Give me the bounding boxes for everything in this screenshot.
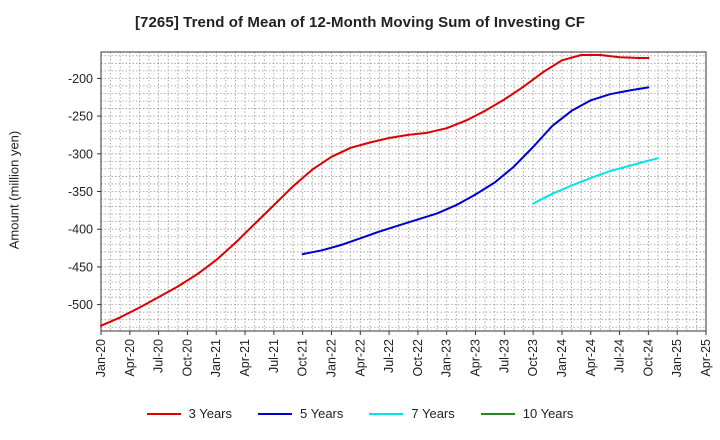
x-tick-label: Apr-23 [469, 339, 483, 377]
x-tick-label: Jan-21 [209, 339, 223, 377]
x-tick-label: Jul-22 [382, 339, 396, 373]
legend-item-5-years: 5 Years [258, 406, 343, 421]
legend-swatch-10-years [480, 412, 515, 415]
y-tick-label: -400 [68, 223, 93, 237]
legend-label-3-years: 3 Years [188, 406, 232, 421]
legend-swatch-7-years [369, 412, 404, 415]
x-tick-label: Jan-23 [440, 339, 454, 377]
series-line-7-years [532, 157, 659, 205]
x-tick-label: Apr-25 [699, 339, 713, 377]
y-tick-label: -450 [68, 260, 93, 274]
x-tick-label: Apr-22 [353, 339, 367, 377]
legend-item-7-years: 7 Years [369, 406, 455, 421]
legend: 3 Years 5 Years 7 Years 10 Years [0, 406, 720, 421]
x-tick-label: Apr-24 [584, 339, 598, 377]
x-tick-label: Jan-25 [670, 339, 684, 377]
x-tick-label: Jan-22 [324, 339, 338, 377]
chart-title: [7265] Trend of Mean of 12-Month Moving … [134, 14, 586, 31]
legend-swatch-5-years [258, 412, 292, 415]
y-tick-label: -250 [68, 110, 93, 124]
y-tick-label: -350 [68, 185, 93, 199]
x-tick-label: Jul-20 [152, 339, 166, 373]
x-tick-label: Apr-20 [123, 339, 137, 377]
x-tick-label: Jan-24 [555, 339, 569, 377]
legend-label-7-years: 7 Years [411, 406, 455, 421]
x-tick-label: Oct-24 [641, 339, 655, 377]
legend-label-10-years: 10 Years [522, 406, 574, 421]
legend-item-3-years: 3 Years [146, 406, 232, 421]
y-tick-label: -200 [68, 72, 93, 86]
series-line-5-years [301, 86, 650, 256]
y-tick-label: -500 [68, 298, 93, 312]
x-tick-label: Oct-23 [526, 339, 540, 377]
series-line-3-years [100, 54, 650, 327]
x-tick-label: Oct-21 [296, 339, 310, 377]
x-tick-label: Apr-21 [238, 339, 252, 377]
x-tick-label: Oct-22 [411, 339, 425, 377]
legend-item-10-years: 10 Years [480, 406, 574, 421]
y-tick-label: -300 [68, 147, 93, 161]
x-tick-label: Jul-21 [267, 339, 281, 373]
x-tick-label: Jan-20 [94, 339, 108, 377]
legend-swatch-3-years [146, 412, 181, 415]
x-tick-label: Jul-23 [497, 339, 511, 373]
legend-label-5-years: 5 Years [300, 406, 344, 421]
x-tick-label: Oct-20 [180, 339, 194, 377]
x-tick-label: Jul-24 [613, 339, 627, 373]
